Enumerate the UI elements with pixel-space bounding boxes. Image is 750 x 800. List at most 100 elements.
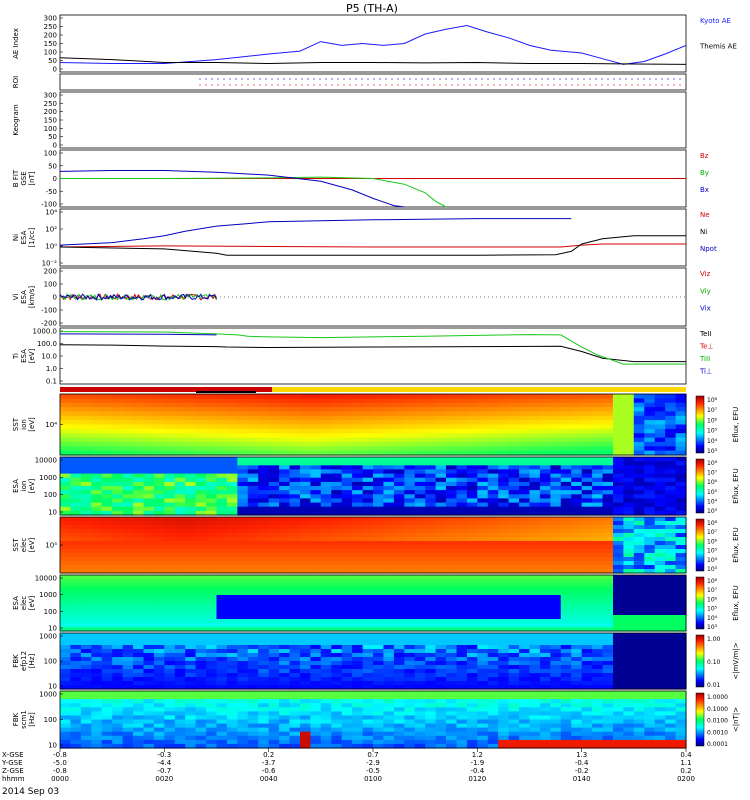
roi-marker	[247, 78, 249, 80]
esa-elec-cell	[279, 607, 291, 612]
sst-elec-cell	[675, 525, 687, 530]
sst-elec-cell	[404, 565, 416, 570]
esa-ion-cell	[247, 498, 259, 504]
sst-ion-cell	[654, 394, 666, 399]
sst-elec-cell	[613, 525, 624, 530]
fbk-e-cell	[112, 665, 124, 670]
esa-ion-cell	[675, 506, 687, 512]
sst-ion-cell	[383, 415, 395, 421]
esa-ion-cell	[341, 494, 353, 499]
esa-elec-cell	[362, 627, 374, 632]
roi-marker	[517, 84, 519, 86]
fbk-b-cell	[174, 703, 186, 708]
sst-elec-cell	[602, 565, 614, 570]
sst-elec-cell	[320, 517, 332, 522]
esa-elec-cell	[258, 575, 270, 580]
sst-elec-cell	[487, 521, 499, 526]
fbk-e-cell	[623, 661, 635, 666]
sst-elec-cell	[633, 521, 645, 526]
sst-elec-cell	[237, 569, 249, 574]
esa-elec-cell	[258, 627, 270, 632]
sst-ion-cell	[446, 424, 457, 430]
sst-ion-cell	[425, 450, 437, 456]
fbk-e-cell	[592, 641, 604, 646]
fbk-e-cell	[373, 685, 384, 690]
fbk-b-cell	[279, 743, 291, 749]
esa-ion-cell	[279, 498, 291, 504]
sst-ion-cell	[539, 441, 551, 447]
fbk-e-cell	[279, 665, 291, 670]
esa-elec-cell	[122, 615, 134, 620]
sst-ion-cell	[320, 441, 332, 447]
sst-ion-cell	[122, 398, 134, 404]
sst-elec-cell	[550, 557, 562, 562]
fbk-e-cell	[425, 649, 437, 654]
sst-elec-cell	[320, 521, 332, 526]
esa-elec-cell	[383, 611, 395, 616]
esa-ion-cell	[623, 510, 635, 516]
vi-ylabel-line: Vi	[12, 294, 20, 301]
esa-elec-cell	[341, 611, 353, 616]
fbk-b-cell	[80, 699, 92, 704]
sst-elec-cell	[362, 545, 374, 550]
sst-ion-cell	[404, 398, 416, 404]
fbk-e-cell	[414, 661, 426, 666]
esa-elec-cell	[174, 575, 186, 580]
sst-ion-cell	[487, 420, 499, 426]
esa-ion-cell	[466, 465, 478, 470]
fbk-e-cell	[289, 673, 301, 678]
roi-marker	[373, 78, 375, 80]
sst-ion-cell	[633, 411, 645, 417]
fbk-b-cell	[300, 719, 311, 725]
esa-elec-frame	[59, 574, 687, 632]
fbk-e-cell	[498, 669, 510, 674]
sst-elec-cell	[216, 553, 228, 558]
esa-ion-cell	[592, 506, 604, 512]
esa-ion-cell	[560, 506, 572, 512]
sst-ion-cell	[466, 424, 478, 430]
esa-elec-cell	[174, 627, 186, 632]
esa-elec-cell	[644, 607, 656, 612]
fbk-b-cell	[226, 715, 238, 721]
fbk-b-cell	[122, 727, 134, 733]
esa-ion-cell	[226, 469, 238, 475]
esa-ion-cell	[446, 473, 457, 479]
sst-elec-cell	[80, 529, 92, 534]
sst-elec-cell	[331, 521, 343, 526]
sst-ion-cell	[654, 433, 666, 439]
esa-elec-cell	[143, 623, 155, 628]
esa-elec-cell	[665, 595, 677, 600]
fbk-e-cell	[623, 665, 635, 670]
sst-ion-cell	[258, 398, 270, 404]
esa-ion-cell	[654, 486, 666, 491]
esa-ion-cell	[143, 469, 155, 475]
sst-elec-cell	[122, 549, 134, 554]
sst-ion-cell	[425, 402, 437, 408]
sst-ion-cell	[393, 402, 405, 408]
sst-ion-cell	[331, 450, 343, 456]
esa-elec-cell	[498, 583, 510, 588]
fbk-e-cell	[174, 665, 186, 670]
esa-elec-cell	[425, 615, 437, 620]
sst-elec-cell	[352, 561, 364, 566]
roi-marker	[469, 78, 471, 80]
esa-elec-cell	[665, 599, 677, 604]
fbk-e-cell	[247, 673, 259, 678]
sst-ion-cell	[195, 433, 207, 439]
sst-elec-cell	[519, 541, 531, 546]
sst-ion-cell	[644, 437, 656, 443]
fbk-e-cell	[133, 637, 144, 642]
fbk-e-cell	[456, 645, 468, 650]
esa-ion-cell	[560, 469, 572, 475]
fbk-e-cell	[508, 673, 520, 678]
sst-ion-cell	[101, 411, 113, 417]
sst-ion-cell	[425, 428, 437, 434]
esa-ion-cell	[91, 473, 103, 479]
vi-legend-1: Viy	[700, 287, 711, 295]
esa-elec-cell	[143, 627, 155, 632]
esa-ion-cell	[320, 502, 332, 508]
sst-ion-cell	[383, 428, 395, 434]
esa-ion-cell	[487, 490, 499, 495]
esa-ion-cell	[70, 465, 82, 470]
esa-ion-cell	[153, 486, 165, 491]
